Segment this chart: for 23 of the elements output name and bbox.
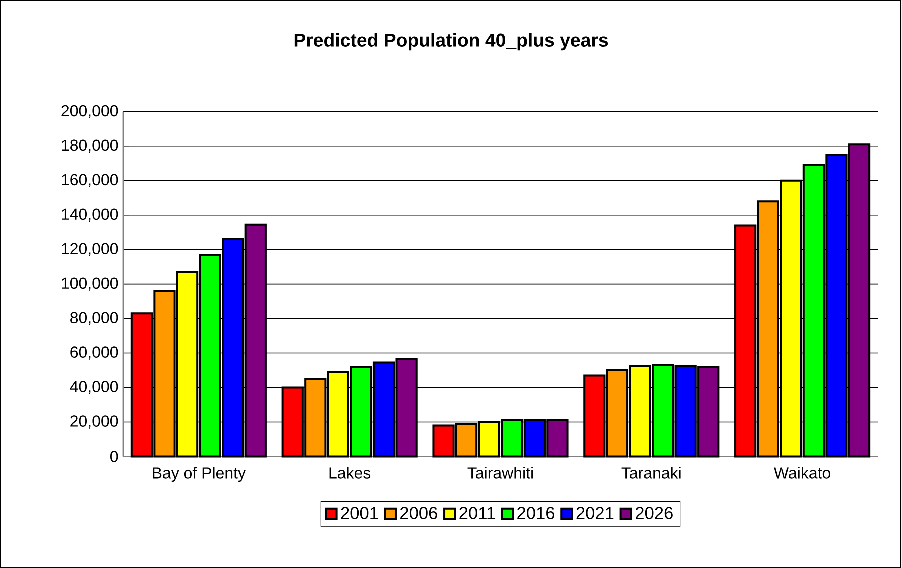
y-tick-label: 120,000 bbox=[62, 243, 118, 256]
y-tick-label: 20,000 bbox=[70, 416, 118, 429]
y-tick-label: 60,000 bbox=[70, 346, 118, 360]
y-tick-label: 200,000 bbox=[62, 105, 118, 118]
x-tick-label: Taranaki bbox=[622, 467, 681, 479]
y-tick-label: 100,000 bbox=[62, 278, 118, 291]
y-tick-label: 40,000 bbox=[70, 381, 118, 394]
y-tick-label: 180,000 bbox=[62, 140, 118, 153]
legend-label: 2021 bbox=[576, 507, 614, 520]
legend-label: 2016 bbox=[518, 507, 555, 520]
y-tick-label: 0 bbox=[110, 450, 118, 462]
x-tick-label: Bay of Plenty bbox=[153, 467, 246, 482]
legend-label: 2026 bbox=[636, 507, 673, 520]
chart-title: Predicted Population 40_plus years bbox=[294, 33, 608, 51]
y-tick-label: 160,000 bbox=[62, 174, 118, 188]
y-tick-label: 140,000 bbox=[62, 208, 118, 222]
legend-label: 2006 bbox=[400, 507, 438, 520]
legend-label: 2011 bbox=[460, 507, 496, 520]
y-tick-label: 80,000 bbox=[70, 312, 118, 326]
legend-label: 2001 bbox=[341, 507, 378, 520]
x-tick-label: Tairawhiti bbox=[468, 467, 533, 479]
x-tick-label: Waikato bbox=[774, 467, 830, 479]
x-tick-label: Lakes bbox=[330, 467, 371, 479]
